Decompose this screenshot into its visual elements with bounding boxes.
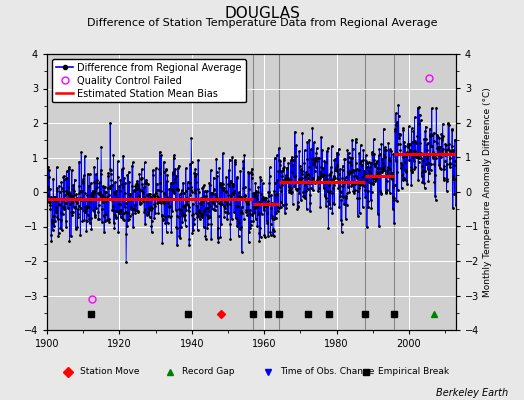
Text: Empirical Break: Empirical Break [378,368,450,376]
Text: Difference of Station Temperature Data from Regional Average: Difference of Station Temperature Data f… [87,18,437,28]
Y-axis label: Monthly Temperature Anomaly Difference (°C): Monthly Temperature Anomaly Difference (… [484,87,493,297]
Text: Record Gap: Record Gap [182,368,235,376]
Legend: Difference from Regional Average, Quality Control Failed, Estimated Station Mean: Difference from Regional Average, Qualit… [52,59,246,102]
Text: Berkeley Earth: Berkeley Earth [436,388,508,398]
Text: Time of Obs. Change: Time of Obs. Change [280,368,375,376]
Text: Station Move: Station Move [80,368,139,376]
Text: DOUGLAS: DOUGLAS [224,6,300,21]
